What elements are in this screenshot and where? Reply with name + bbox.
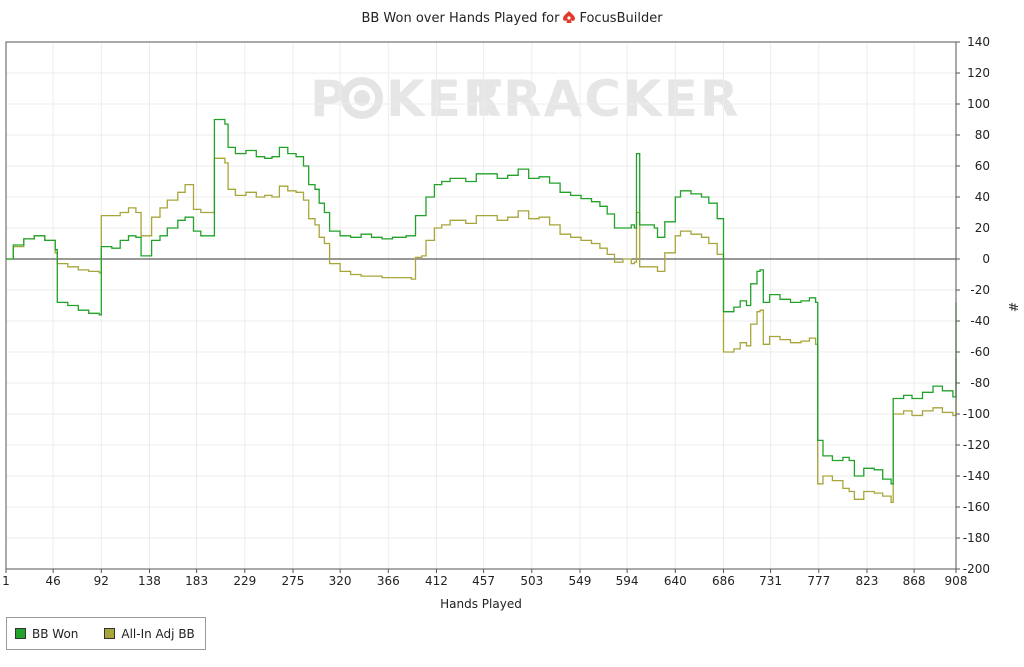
x-tick-label: 275	[282, 574, 305, 588]
legend: BB Won All-In Adj BB	[6, 617, 206, 650]
x-tick-label: 412	[425, 574, 448, 588]
series-line-all-in-adj-bb	[6, 157, 957, 504]
spade-logo-icon	[562, 10, 576, 28]
x-tick-label: 686	[712, 574, 735, 588]
watermark-text-3: TRACKER	[467, 70, 740, 128]
x-tick-label: 731	[759, 574, 782, 588]
legend-item-bb-won[interactable]: BB Won	[15, 627, 78, 641]
x-tick-label: 138	[138, 574, 161, 588]
legend-item-all-in-adj-bb[interactable]: All-In Adj BB	[104, 626, 195, 641]
x-tick-label: 366	[377, 574, 400, 588]
watermark: P KER TRACKER	[310, 70, 740, 128]
y-tick-label: -60	[970, 345, 990, 359]
x-tick-label: 823	[856, 574, 879, 588]
y-tick-label: -180	[963, 531, 990, 545]
y-tick-label: -200	[963, 562, 990, 576]
watermark-text-2: KER	[386, 70, 503, 128]
x-tick-label: 908	[945, 574, 968, 588]
legend-label-all-in-adj-bb: All-In Adj BB	[121, 626, 195, 641]
x-tick-label: 320	[329, 574, 352, 588]
y-tick-label: -80	[970, 376, 990, 390]
chart-title-prefix: BB Won over Hands Played for	[361, 11, 560, 26]
series-line-bb-won	[6, 118, 957, 485]
x-tick-label: 503	[520, 574, 543, 588]
y-tick-label: -40	[970, 314, 990, 328]
y-tick-label: 20	[975, 221, 990, 235]
x-tick-label: 777	[807, 574, 830, 588]
y-tick-label: 60	[975, 159, 990, 173]
y-tick-label: -160	[963, 500, 990, 514]
x-tick-label: 1	[2, 574, 10, 588]
legend-swatch-all-in-adj-bb	[104, 628, 116, 639]
legend-label-bb-won: BB Won	[32, 626, 79, 641]
series-lines	[6, 118, 957, 504]
x-tick-label: 92	[94, 574, 109, 588]
chart-title: BB Won over Hands Played for FocusBuilder	[0, 10, 1024, 28]
x-tick-label: 868	[903, 574, 926, 588]
x-tick-label: 183	[185, 574, 208, 588]
legend-swatch-bb-won	[15, 628, 26, 639]
y-tick-label: -100	[963, 407, 990, 421]
x-axis-ticks: 1 46 92 138 183 229 275 320 366 412 457 503 549 594 64…	[2, 569, 967, 588]
y-tick-label: 40	[975, 190, 990, 204]
y-tick-label: 140	[967, 35, 990, 49]
y-tick-label: 100	[967, 97, 990, 111]
y-tick-label: 0	[982, 252, 990, 266]
x-tick-label: 549	[569, 574, 592, 588]
x-tick-label: 640	[664, 574, 687, 588]
x-tick-label: 594	[616, 574, 639, 588]
poker-chip-icon	[341, 77, 383, 119]
y-axis-ticks: 140 120 100 80 60 40 20 0 -20 -40 -60 -80 -100 -120 -1…	[956, 35, 990, 576]
chart-title-player: FocusBuilder	[579, 11, 663, 26]
y-tick-label: -20	[970, 283, 990, 297]
y-tick-label: -120	[963, 438, 990, 452]
y-tick-label: 120	[967, 66, 990, 80]
x-axis-title: Hands Played	[440, 597, 522, 611]
y-tick-label: -140	[963, 469, 990, 483]
y-tick-label: 80	[975, 128, 990, 142]
plot-frame	[5, 41, 957, 570]
x-tick-label: 457	[472, 574, 495, 588]
y-axis-unit-label: #	[1006, 302, 1020, 312]
x-tick-label: 46	[45, 574, 60, 588]
x-tick-label: 229	[233, 574, 256, 588]
